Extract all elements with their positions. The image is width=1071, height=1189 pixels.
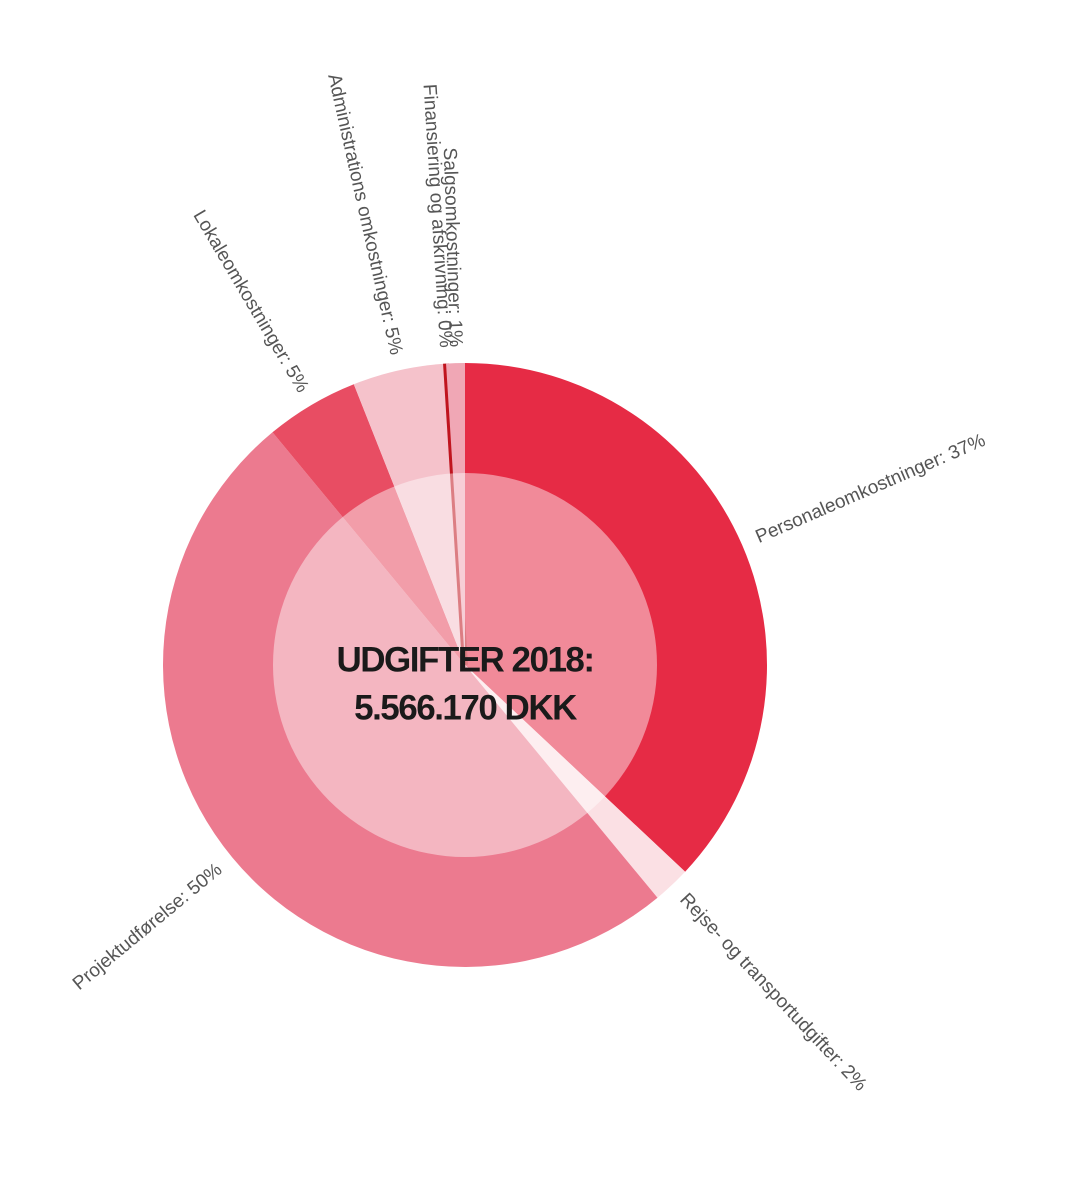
inner-ring [273,473,657,857]
value-label: 1% [444,319,466,347]
title-line-1: UDGIFTER 2018: [336,640,593,679]
value-label: 50% [184,859,227,899]
category-label: Administrations omkostninger: [323,72,399,325]
slice-label: Projektudførelse: 50% [69,859,227,994]
category-label: Lokaleomkostninger: [189,207,296,369]
value-label: 37% [945,430,988,464]
slice [353,363,465,665]
slice [465,665,686,898]
value-label: 0% [433,320,456,349]
slice [163,432,658,967]
slice [272,384,465,665]
title-line-2: 5.566.170 DKK [354,688,577,727]
slice-label: Lokaleomkostninger: 5% [189,207,313,397]
category-label: Rejse- og transportudgifter: [675,889,848,1071]
slice-label: Salgsomkostninger: 1% [439,147,466,347]
category-label: Personaleomkostninger: [752,447,948,548]
category-label: Projektudførelse: [69,887,193,995]
slice-label: Personaleomkostninger: 37% [752,430,988,548]
slices [163,363,767,967]
slice [446,363,465,665]
slice-label: Administrations omkostninger: 5% [323,72,406,357]
value-label: 5% [281,362,313,396]
category-label: Salgsomkostninger: [439,147,465,314]
slice [465,363,767,872]
value-label: 2% [837,1061,871,1095]
value-label: 5% [380,325,407,356]
slice-label: Rejse- og transportudgifter: 2% [675,889,870,1095]
